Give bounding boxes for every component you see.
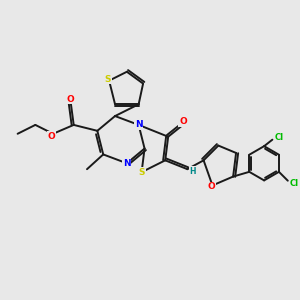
Text: Cl: Cl <box>290 178 299 188</box>
Text: N: N <box>123 159 131 168</box>
Text: N: N <box>135 120 142 129</box>
Text: O: O <box>67 95 75 104</box>
Text: O: O <box>208 182 216 191</box>
Text: H: H <box>189 167 196 176</box>
Text: O: O <box>48 132 56 141</box>
Text: O: O <box>179 118 187 127</box>
Text: S: S <box>104 75 111 84</box>
Text: S: S <box>138 168 145 177</box>
Text: Cl: Cl <box>274 133 283 142</box>
